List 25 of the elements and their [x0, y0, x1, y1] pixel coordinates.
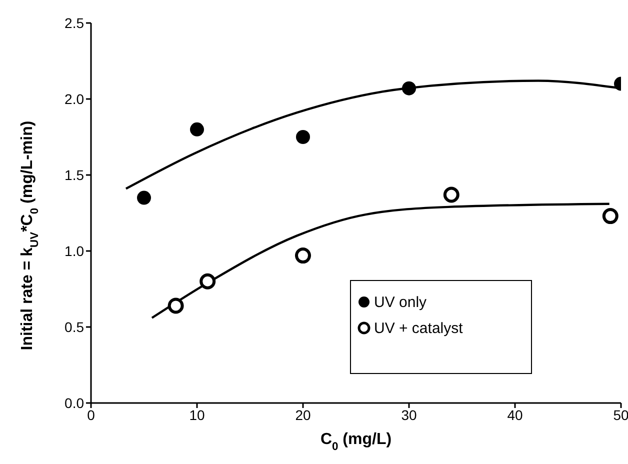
line-series — [150, 202, 610, 319]
y-tick-label: 2.0 — [64, 90, 84, 107]
x-tick-label: 50 — [613, 406, 628, 423]
point — [295, 248, 311, 264]
legend-label: UV only — [374, 294, 427, 310]
point — [443, 186, 460, 203]
x-tick-label: 0 — [87, 406, 96, 423]
y-tick-label: 1.5 — [64, 166, 84, 183]
point — [402, 81, 416, 96]
point — [296, 130, 310, 144]
y-tick-label: 1.0 — [64, 242, 84, 259]
y-tick-label: 0.0 — [64, 394, 84, 411]
point — [137, 190, 151, 205]
x-tick-label: 20 — [295, 406, 311, 423]
point — [602, 208, 618, 224]
point — [190, 122, 204, 136]
point — [168, 298, 184, 314]
x-tick-label: 40 — [507, 406, 523, 423]
y-tick-label: 2.5 — [64, 14, 84, 31]
x-tick-label: 30 — [401, 406, 417, 423]
x-axis-title: C$_{0}$ (mg/L) — [320, 431, 392, 453]
y-tick-label: 0.5 — [64, 318, 84, 335]
x-tick-label: 10 — [189, 406, 205, 423]
point — [200, 273, 216, 290]
legend-label: UV + catalyst — [374, 320, 463, 336]
